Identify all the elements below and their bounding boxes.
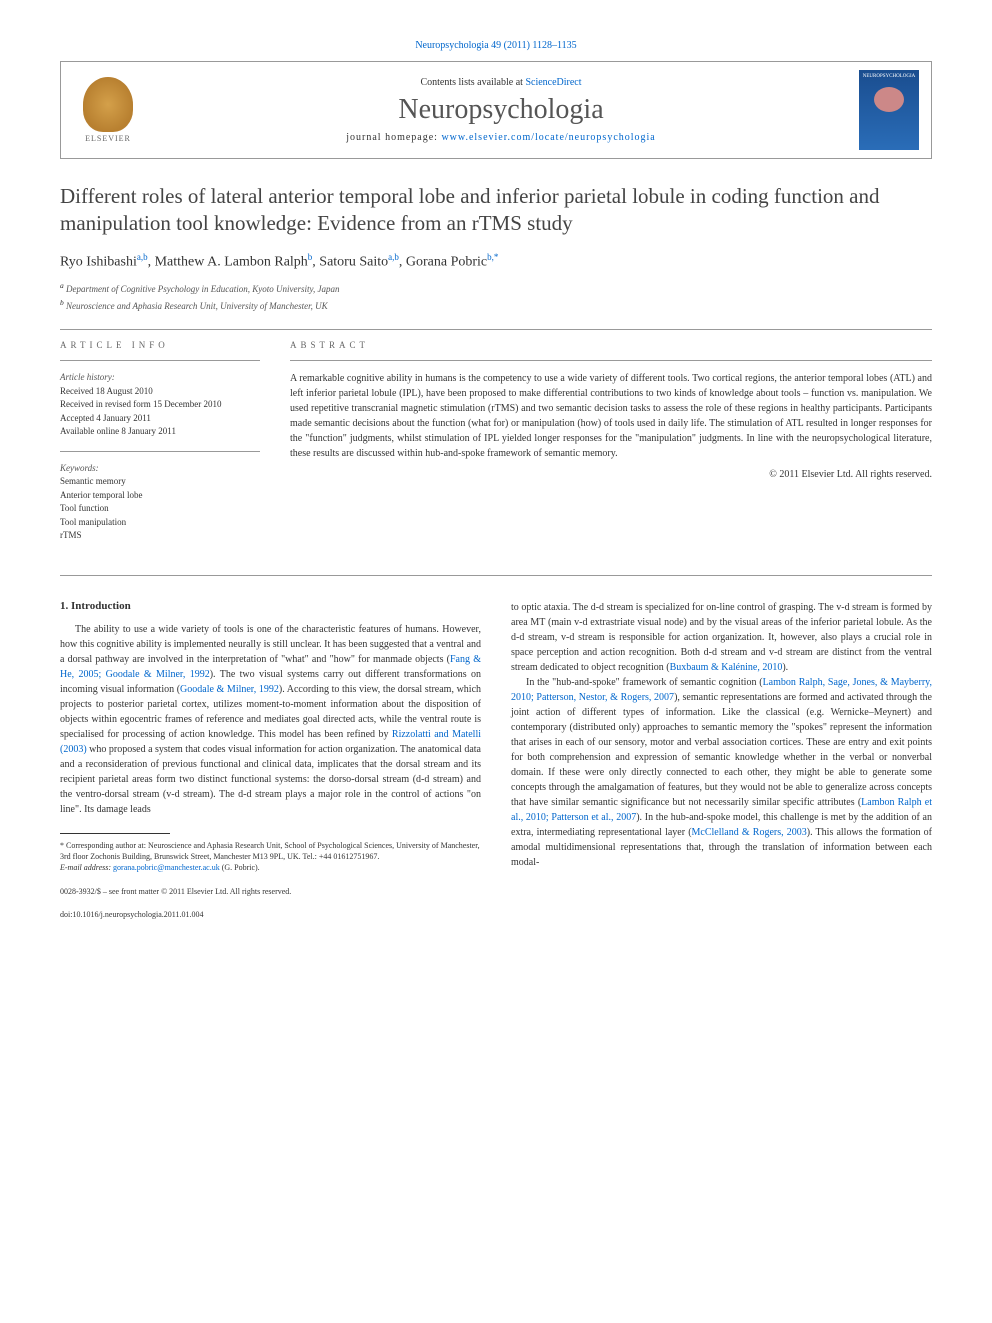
homepage-link[interactable]: www.elsevier.com/locate/neuropsychologia [441, 132, 655, 143]
article-info-label: article info [60, 340, 260, 350]
accepted-date: Accepted 4 January 2011 [60, 412, 260, 426]
doi-line: doi:10.1016/j.neuropsychologia.2011.01.0… [60, 910, 481, 919]
keyword-5: rTMS [60, 529, 260, 543]
abstract-copyright: © 2011 Elsevier Ltd. All rights reserved… [290, 469, 932, 480]
keyword-2: Anterior temporal lobe [60, 489, 260, 503]
journal-name: Neuropsychologia [163, 94, 839, 126]
body-columns: 1. Introduction The ability to use a wid… [60, 600, 932, 920]
citation-7[interactable]: McClelland & Rogers, 2003 [692, 827, 807, 838]
affiliation-b: Neuroscience and Aphasia Research Unit, … [66, 301, 328, 311]
abstract-text: A remarkable cognitive ability in humans… [290, 371, 932, 461]
homepage-line: journal homepage: www.elsevier.com/locat… [163, 132, 839, 143]
journal-header-box: ELSEVIER Contents lists available at Sci… [60, 61, 932, 159]
keywords-block: Keywords: Semantic memory Anterior tempo… [60, 462, 260, 543]
p2-b: ). [782, 662, 788, 673]
received-date: Received 18 August 2010 [60, 385, 260, 399]
p1-a: The ability to use a wide variety of too… [60, 624, 481, 665]
author-1: Ryo Ishibashi [60, 254, 137, 269]
revised-date: Received in revised form 15 December 201… [60, 398, 260, 412]
homepage-prefix: journal homepage: [346, 132, 441, 143]
elsevier-text: ELSEVIER [85, 134, 131, 143]
keyword-1: Semantic memory [60, 475, 260, 489]
elsevier-tree-icon [83, 77, 133, 132]
meta-abstract-row: article info Article history: Received 1… [60, 340, 932, 555]
author-3-aff[interactable]: a,b [388, 252, 399, 262]
article-page: Neuropsychologia 49 (2011) 1128–1135 ELS… [0, 0, 992, 959]
citation-2[interactable]: Goodale & Milner, 1992 [180, 684, 279, 695]
author-4: Gorana Pobric [406, 254, 487, 269]
footnote-separator [60, 833, 170, 834]
issn-line: 0028-3932/$ – see front matter © 2011 El… [60, 887, 481, 896]
author-4-aff[interactable]: b, [487, 252, 494, 262]
running-head-link[interactable]: Neuropsychologia 49 (2011) 1128–1135 [415, 40, 576, 51]
author-list: Ryo Ishibashia,b, Matthew A. Lambon Ralp… [60, 252, 932, 271]
header-center: Contents lists available at ScienceDirec… [163, 77, 839, 143]
section-1-heading: 1. Introduction [60, 600, 481, 612]
email-link[interactable]: gorana.pobric@manchester.ac.uk [113, 863, 220, 872]
divider [60, 451, 260, 452]
cover-thumb-label: NEUROPSYCHOLOGIA [859, 70, 919, 79]
body-text-left: The ability to use a wide variety of too… [60, 622, 481, 817]
article-title: Different roles of lateral anterior temp… [60, 183, 932, 238]
abstract-col: abstract A remarkable cognitive ability … [290, 340, 932, 555]
divider [60, 360, 260, 361]
body-col-right: to optic ataxia. The d-d stream is speci… [511, 600, 932, 920]
affiliation-a: Department of Cognitive Psychology in Ed… [66, 284, 339, 294]
p1-d: who proposed a system that codes visual … [60, 744, 481, 815]
affiliations: a Department of Cognitive Psychology in … [60, 280, 932, 313]
author-2-aff[interactable]: b [308, 252, 313, 262]
email-person: (G. Pobric). [220, 863, 260, 872]
contents-prefix: Contents lists available at [420, 77, 525, 88]
email-label: E-mail address: [60, 863, 113, 872]
divider [60, 329, 932, 330]
corresponding-footnote: * Corresponding author at: Neuroscience … [60, 840, 481, 862]
journal-cover-thumb: NEUROPSYCHOLOGIA [859, 70, 919, 150]
footnote-marker: * [60, 841, 64, 850]
online-date: Available online 8 January 2011 [60, 425, 260, 439]
divider [60, 575, 932, 576]
author-1-aff[interactable]: a,b [137, 252, 148, 262]
divider [290, 360, 932, 361]
running-head: Neuropsychologia 49 (2011) 1128–1135 [60, 40, 932, 51]
article-history: Article history: Received 18 August 2010… [60, 371, 260, 439]
brain-icon [874, 87, 904, 112]
article-info-col: article info Article history: Received 1… [60, 340, 260, 555]
body-text-right: to optic ataxia. The d-d stream is speci… [511, 600, 932, 870]
corresponding-marker[interactable]: * [494, 252, 499, 262]
author-2: Matthew A. Lambon Ralph [155, 254, 308, 269]
email-footnote: E-mail address: gorana.pobric@manchester… [60, 862, 481, 873]
elsevier-logo: ELSEVIER [73, 70, 143, 150]
p3-b: ), semantic representations are formed a… [511, 692, 932, 808]
keyword-4: Tool manipulation [60, 516, 260, 530]
history-label: Article history: [60, 371, 260, 385]
keywords-label: Keywords: [60, 462, 260, 476]
sciencedirect-link[interactable]: ScienceDirect [525, 77, 581, 88]
p3-a: In the "hub-and-spoke" framework of sema… [526, 677, 763, 688]
keyword-3: Tool function [60, 502, 260, 516]
body-col-left: 1. Introduction The ability to use a wid… [60, 600, 481, 920]
contents-line: Contents lists available at ScienceDirec… [163, 77, 839, 88]
citation-4[interactable]: Buxbaum & Kalénine, 2010 [670, 662, 783, 673]
abstract-label: abstract [290, 340, 932, 350]
footnote-text: Corresponding author at: Neuroscience an… [60, 841, 480, 861]
author-3: Satoru Saito [319, 254, 388, 269]
